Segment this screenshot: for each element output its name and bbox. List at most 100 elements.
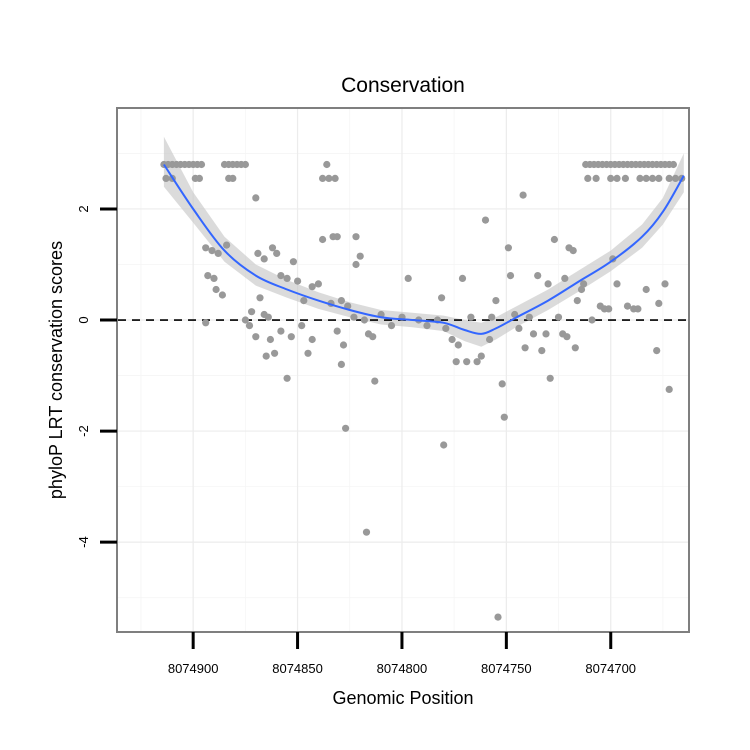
data-point <box>294 277 302 285</box>
data-point <box>613 174 621 182</box>
confidence-band <box>163 136 684 347</box>
data-point <box>352 260 360 269</box>
data-point <box>506 272 515 280</box>
data-point <box>289 258 297 266</box>
data-point <box>448 335 456 344</box>
data-point <box>463 358 471 366</box>
data-point <box>342 424 350 432</box>
data-point <box>561 274 569 282</box>
data-point <box>623 302 632 310</box>
data-point <box>218 291 226 299</box>
y-tick-label: -2 <box>76 425 91 437</box>
y-axis: 2 0 -2 -4 <box>76 205 117 548</box>
chart-title: Conservation <box>341 74 465 97</box>
data-point <box>337 360 345 368</box>
data-point <box>665 385 673 393</box>
data-point <box>252 333 260 341</box>
data-point <box>212 285 220 294</box>
data-point <box>467 313 475 321</box>
data-point <box>634 305 642 313</box>
data-point <box>204 272 212 280</box>
data-point <box>442 324 450 332</box>
data-point <box>653 347 661 355</box>
data-point <box>277 272 285 280</box>
data-point <box>371 377 379 385</box>
data-point <box>546 374 554 382</box>
data-point <box>580 280 588 288</box>
data-point <box>655 299 663 307</box>
data-point <box>573 297 581 305</box>
data-point <box>642 285 650 294</box>
data-point <box>344 302 352 310</box>
data-point <box>584 174 592 182</box>
data-point <box>534 272 542 280</box>
data-point <box>486 335 494 344</box>
data-point <box>387 322 396 330</box>
data-point <box>308 283 316 291</box>
x-tick-label: 8074800 <box>377 661 428 676</box>
data-point <box>362 528 371 536</box>
plot-panel-border <box>116 107 690 633</box>
data-point <box>304 349 312 357</box>
data-point <box>337 297 345 305</box>
data-point <box>569 247 577 255</box>
x-tick-label: 8074850 <box>272 661 323 676</box>
data-point <box>254 249 262 257</box>
data-point <box>264 313 272 321</box>
data-point <box>665 174 673 182</box>
data-point <box>323 160 331 169</box>
data-point <box>300 297 308 305</box>
data-point <box>262 352 270 360</box>
data-point <box>671 174 680 182</box>
data-point <box>577 285 586 294</box>
data-point <box>669 160 678 169</box>
data-point <box>314 280 322 288</box>
data-point <box>621 174 630 182</box>
data-point <box>331 174 339 182</box>
data-point <box>325 174 333 182</box>
data-point <box>477 352 485 360</box>
x-axis: 8074900 8074850 8074800 8074750 8074700 <box>168 632 636 676</box>
data-point <box>333 233 341 241</box>
data-point <box>504 244 512 252</box>
smooth-line <box>163 163 685 335</box>
data-point <box>592 174 600 182</box>
data-points <box>160 160 686 621</box>
data-point <box>277 327 285 335</box>
data-point <box>454 341 462 349</box>
data-point <box>440 441 448 449</box>
y-tick-label: 2 <box>76 205 91 212</box>
data-point <box>308 335 316 344</box>
data-point <box>452 358 460 366</box>
data-point <box>241 316 249 324</box>
data-point <box>245 322 254 330</box>
data-point <box>319 174 327 182</box>
data-point <box>494 613 502 621</box>
data-point <box>287 333 295 341</box>
data-point <box>283 374 291 382</box>
y-tick-label: 0 <box>76 316 91 323</box>
data-point <box>607 174 615 182</box>
data-point <box>202 244 210 252</box>
data-point <box>162 174 170 182</box>
data-point <box>458 274 467 282</box>
x-tick-label: 8074900 <box>168 661 219 676</box>
data-point <box>554 313 563 321</box>
data-point <box>588 316 596 324</box>
data-point <box>256 294 264 302</box>
data-point <box>197 160 206 169</box>
data-point <box>268 244 277 252</box>
data-point <box>298 322 306 330</box>
data-point <box>260 255 268 263</box>
data-point <box>473 358 481 366</box>
data-point <box>333 327 341 335</box>
data-point <box>661 280 669 288</box>
data-point <box>481 216 490 224</box>
data-point <box>271 349 279 357</box>
data-point <box>195 174 203 182</box>
data-point <box>492 297 500 305</box>
data-point <box>360 316 368 324</box>
data-point <box>544 280 552 288</box>
data-point <box>655 174 663 182</box>
